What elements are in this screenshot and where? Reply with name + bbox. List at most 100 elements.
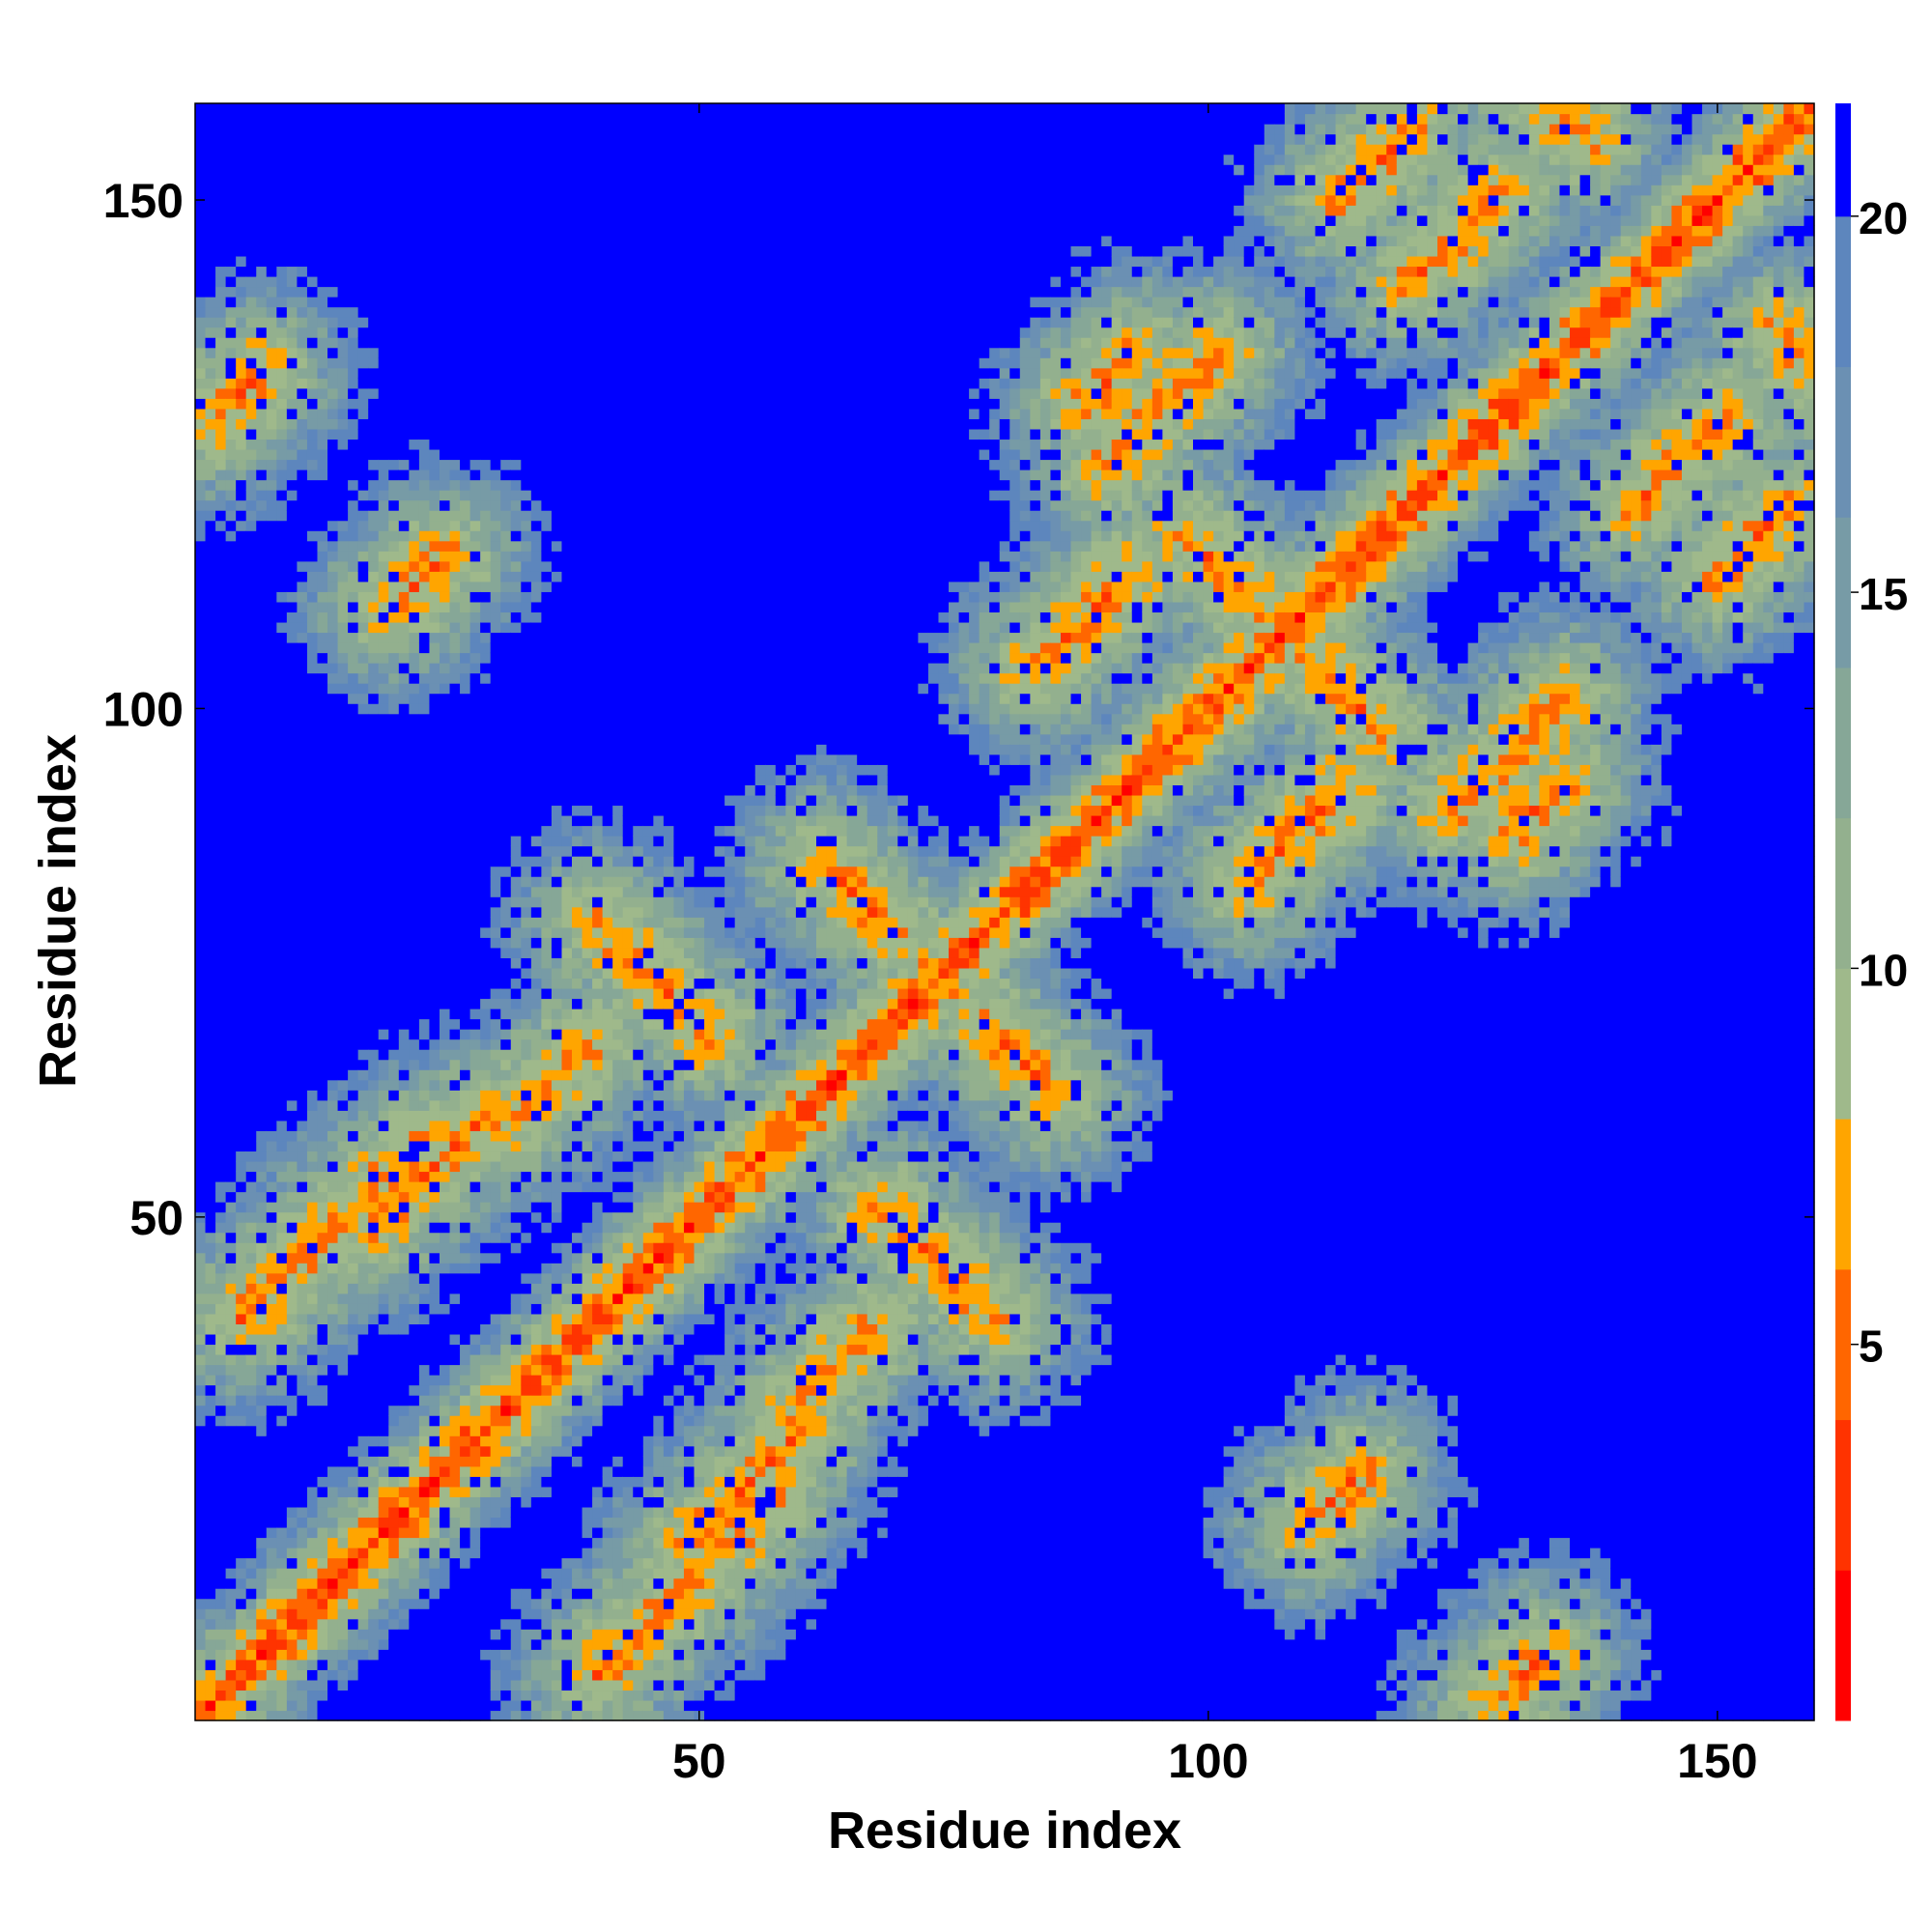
heatmap-cell (195, 1110, 206, 1121)
heatmap-cell (491, 703, 501, 714)
heatmap-cell (327, 530, 338, 541)
heatmap-cell (327, 1323, 338, 1334)
heatmap-cell (358, 582, 369, 592)
heatmap-cell (480, 1293, 491, 1304)
heatmap-cell (388, 1639, 399, 1650)
heatmap-cell (206, 1385, 216, 1396)
heatmap-cell (307, 1009, 318, 1019)
heatmap-cell (267, 1323, 277, 1334)
heatmap-cell (500, 114, 511, 125)
heatmap-cell (327, 1100, 338, 1111)
heatmap-cell (388, 846, 399, 857)
heatmap-cell (348, 1548, 358, 1558)
heatmap-cell (379, 1660, 389, 1670)
heatmap-cell (368, 1233, 379, 1243)
heatmap-cell (409, 500, 419, 511)
heatmap-cell (419, 418, 430, 429)
heatmap-cell (267, 1039, 277, 1050)
heatmap-cell (226, 917, 237, 927)
heatmap-cell (338, 744, 349, 754)
heatmap-cell (368, 134, 379, 145)
heatmap-cell (267, 734, 277, 745)
heatmap-cell (297, 1700, 307, 1711)
heatmap-cell (358, 1619, 369, 1630)
heatmap-cell (307, 307, 318, 318)
heatmap-cell (388, 724, 399, 734)
heatmap-cell (267, 611, 277, 622)
heatmap-cell (419, 632, 430, 642)
heatmap-cell (440, 1253, 450, 1264)
heatmap-cell (327, 571, 338, 582)
heatmap-cell (287, 205, 298, 215)
heatmap-cell (419, 1426, 430, 1436)
heatmap-cell (236, 836, 246, 846)
heatmap-cell (480, 1039, 491, 1050)
heatmap-cell (338, 1700, 349, 1711)
heatmap-cell (195, 622, 206, 633)
heatmap-cell (358, 978, 369, 988)
heatmap-cell (399, 409, 410, 419)
heatmap-cell (388, 1548, 399, 1558)
heatmap-cell (470, 1161, 481, 1172)
heatmap-cell (491, 1303, 501, 1314)
heatmap-cell (226, 571, 237, 582)
heatmap-cell (388, 1669, 399, 1680)
heatmap-cell (246, 225, 257, 236)
heatmap-cell (358, 317, 369, 327)
heatmap-cell (338, 826, 349, 837)
heatmap-cell (317, 510, 327, 521)
heatmap-cell (287, 622, 298, 633)
heatmap-cell (267, 439, 277, 449)
heatmap-cell (226, 1456, 237, 1466)
heatmap-cell (226, 1710, 237, 1720)
heatmap-cell (246, 337, 257, 348)
heatmap-cell (297, 418, 307, 429)
heatmap-cell (307, 1395, 318, 1406)
heatmap-cell (195, 998, 206, 1009)
heatmap-cell (379, 368, 389, 379)
heatmap-cell (317, 826, 327, 837)
heatmap-cell (236, 205, 246, 215)
heatmap-cell (480, 642, 491, 653)
heatmap-cell (236, 1121, 246, 1131)
heatmap-cell (419, 948, 430, 958)
heatmap-cell (317, 1599, 327, 1609)
heatmap-cell (348, 449, 358, 460)
heatmap-cell (267, 653, 277, 664)
heatmap-cell (379, 480, 389, 491)
heatmap-cell (276, 1365, 287, 1376)
heatmap-cell (379, 1253, 389, 1264)
heatmap-cell (256, 1456, 267, 1466)
heatmap-cell (470, 287, 481, 298)
heatmap-cell (358, 968, 369, 979)
heatmap-cell (388, 1263, 399, 1273)
heatmap-cell (470, 348, 481, 358)
heatmap-cell (338, 887, 349, 897)
heatmap-cell (399, 134, 410, 145)
heatmap-cell (317, 622, 327, 633)
heatmap-cell (450, 714, 461, 724)
heatmap-cell (215, 1253, 226, 1264)
heatmap-cell (419, 653, 430, 664)
heatmap-cell (368, 307, 379, 318)
heatmap-cell (246, 1222, 257, 1233)
heatmap-cell (297, 1354, 307, 1365)
heatmap-cell (480, 1253, 491, 1264)
heatmap-cell (276, 1009, 287, 1019)
heatmap-cell (206, 1487, 216, 1497)
heatmap-cell (317, 714, 327, 724)
heatmap-cell (480, 1415, 491, 1426)
heatmap-cell (307, 276, 318, 287)
heatmap-cell (327, 1406, 338, 1416)
heatmap-cell (276, 155, 287, 165)
heatmap-cell (348, 968, 358, 979)
heatmap-cell (215, 1365, 226, 1376)
heatmap-cell (491, 1415, 501, 1426)
heatmap-cell (256, 1496, 267, 1507)
heatmap-cell (317, 1192, 327, 1203)
heatmap-cell (491, 1049, 501, 1060)
heatmap-cell (399, 1558, 410, 1569)
heatmap-cell (226, 1406, 237, 1416)
heatmap-cell (491, 1019, 501, 1030)
heatmap-cell (297, 642, 307, 653)
